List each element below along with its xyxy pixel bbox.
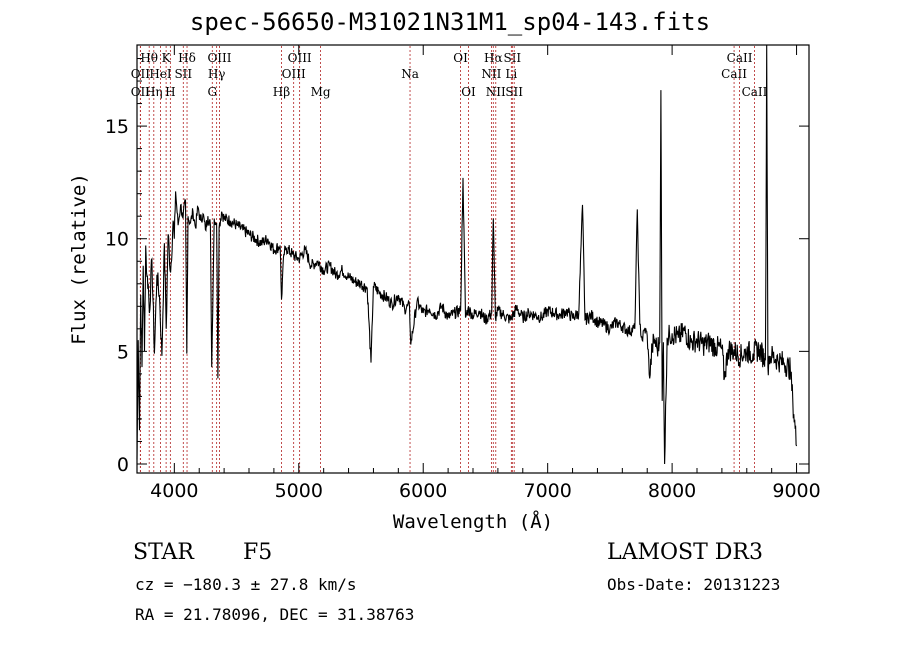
subclass-label: F5 — [243, 540, 273, 565]
line-label-7: SII — [174, 67, 192, 81]
line-label-9: G — [207, 85, 217, 99]
line-label-3: Hη — [145, 85, 163, 99]
line-label-22: SII — [503, 51, 521, 65]
line-label-20: Hα — [484, 51, 503, 65]
coordinates: RA = 21.78096, DEC = 31.38763 — [135, 605, 415, 624]
line-label-19: NII — [481, 67, 501, 81]
y-tick-label-2: 10 — [105, 229, 129, 251]
y-axis-label: Flux (relative) — [68, 173, 90, 345]
x-tick-label-3: 7000 — [523, 480, 571, 502]
survey-label: LAMOST DR3 — [607, 540, 763, 565]
line-label-23: Li — [505, 67, 517, 81]
line-label-14: OIII — [288, 51, 312, 65]
x-tick-label-4: 8000 — [648, 480, 696, 502]
cz-value: cz = −180.3 ± 27.8 km/s — [135, 575, 357, 594]
line-label-2: OII — [131, 67, 151, 81]
x-tick-label-2: 6000 — [399, 480, 447, 502]
line-label-17: OI — [453, 51, 468, 65]
x-tick-label-1: 5000 — [275, 480, 323, 502]
line-label-8: Hδ — [178, 51, 196, 65]
plot-frame — [136, 44, 810, 474]
y-tick-label-3: 15 — [105, 116, 129, 138]
line-label-11: OIII — [207, 51, 231, 65]
line-label-12: Hβ — [273, 85, 290, 99]
x-axis-label: Wavelength (Å) — [393, 510, 553, 533]
line-label-1: Hθ — [140, 51, 158, 65]
line-label-16: Na — [401, 67, 419, 81]
line-label-13: OIII — [282, 67, 306, 81]
line-label-18: OI — [461, 85, 476, 99]
y-tick-label-0: 0 — [117, 454, 129, 476]
y-tick-label-1: 5 — [117, 341, 129, 363]
line-label-6: H — [165, 85, 175, 99]
line-label-25: CaII — [721, 67, 747, 81]
x-tick-label-5: 9000 — [772, 480, 820, 502]
line-label-21: NII — [486, 85, 506, 99]
axis-ticks: 4000 5000 6000 7000 8000 9000 0 5 10 15 — [105, 45, 821, 502]
line-label-15: Mg — [311, 85, 331, 99]
line-label-27: CaII — [742, 85, 768, 99]
line-label-10: Hγ — [208, 67, 226, 81]
line-label-26: CaII — [727, 51, 753, 65]
page-title: spec-56650-M31021N31M1_sp04-143.fits — [189, 8, 711, 36]
emission-lines-layer: OIIHθOIIHηHeIKHSIIHδGHγOIIIHβOIIIOIIIMgN… — [131, 46, 768, 473]
x-tick-label-0: 4000 — [150, 480, 198, 502]
obs-date: Obs-Date: 20131223 — [607, 575, 781, 594]
line-label-4: HeI — [149, 67, 172, 81]
line-label-24: SII — [505, 85, 523, 99]
line-label-5: K — [162, 51, 172, 65]
spectrum-line — [136, 44, 798, 465]
class-label: STAR — [133, 540, 194, 565]
